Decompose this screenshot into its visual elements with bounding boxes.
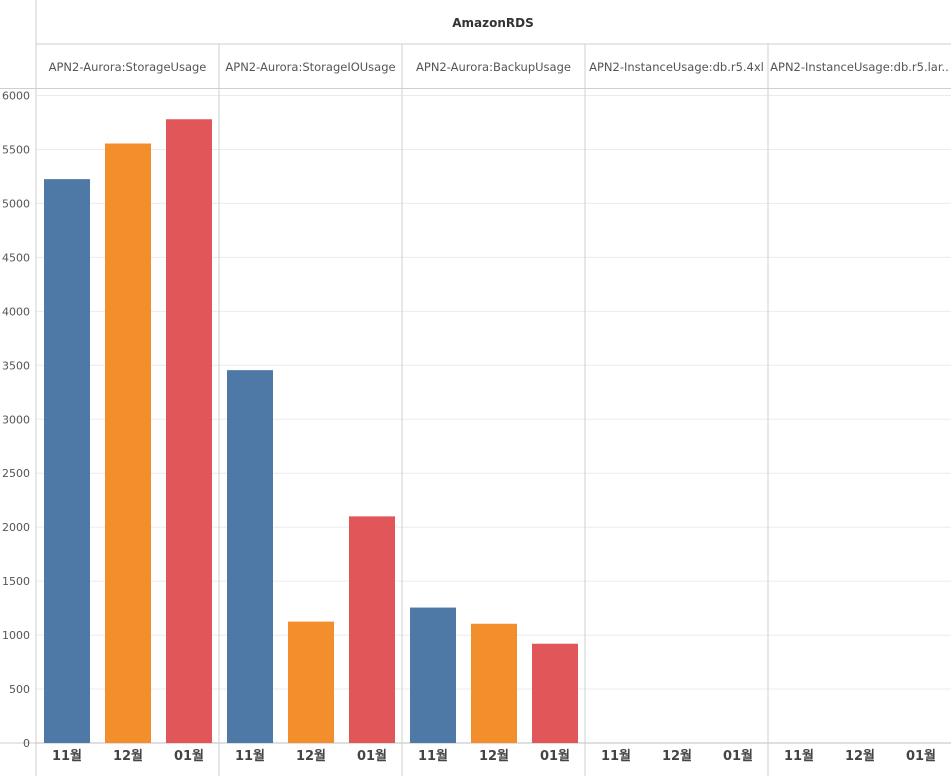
- bar: [532, 643, 578, 743]
- x-tick-label: 11월: [52, 748, 82, 764]
- panel-header: APN2-Aurora:StorageIOUsage: [225, 60, 395, 74]
- x-tick-label: 11월: [235, 748, 265, 764]
- panel-header: APN2-InstanceUsage:db.r5.4xl: [589, 60, 764, 74]
- x-tick-label: 11월: [784, 748, 814, 764]
- bar: [288, 621, 334, 743]
- bar: [166, 119, 212, 743]
- y-tick-label: 3000: [2, 413, 30, 426]
- x-tick-label: 12월: [479, 748, 509, 764]
- x-tick-label: 11월: [601, 748, 631, 764]
- y-tick-label: 2500: [2, 467, 30, 480]
- x-tick-label: 12월: [662, 748, 692, 764]
- x-tick-label: 01월: [540, 748, 570, 764]
- y-tick-label: 500: [9, 683, 30, 696]
- panel-header: APN2-Aurora:BackupUsage: [416, 60, 571, 74]
- y-axis: 0 500 1000 1500 2000 2500 3000 3500 4000 4500 5000…: [2, 90, 30, 751]
- y-tick-label: 0: [23, 737, 30, 750]
- panel-header: APN2-InstanceUsage:db.r5.lar..: [770, 60, 949, 74]
- bar: [349, 516, 395, 743]
- chart-title: AmazonRDS: [452, 16, 534, 30]
- x-axis: 11월 12월 01월 11월 12월 01월 11월 12월 01월 11월 12월 01월 11월 1…: [52, 748, 936, 764]
- bar: [227, 370, 273, 743]
- bar: [410, 607, 456, 743]
- bar: [471, 623, 517, 743]
- panel-header: APN2-Aurora:StorageUsage: [49, 60, 207, 74]
- y-tick-label: 1500: [2, 575, 30, 588]
- y-tick-label: 4500: [2, 251, 30, 264]
- y-tick-label: 4000: [2, 305, 30, 318]
- panel-headers: APN2-Aurora:StorageUsage APN2-Aurora:Stor…: [49, 60, 949, 74]
- x-tick-label: 01월: [906, 748, 936, 764]
- y-tick-label: 2000: [2, 521, 30, 534]
- x-tick-label: 12월: [845, 748, 875, 764]
- x-tick-label: 01월: [174, 748, 204, 764]
- x-tick-label: 11월: [418, 748, 448, 764]
- bar: [105, 143, 151, 743]
- x-tick-label: 12월: [296, 748, 326, 764]
- y-tick-label: 5500: [2, 143, 30, 156]
- x-tick-label: 12월: [113, 748, 143, 764]
- y-tick-label: 3500: [2, 359, 30, 372]
- x-tick-label: 01월: [723, 748, 753, 764]
- y-tick-label: 6000: [2, 90, 30, 103]
- y-tick-label: 1000: [2, 629, 30, 642]
- y-tick-label: 5000: [2, 197, 30, 210]
- x-tick-label: 01월: [357, 748, 387, 764]
- bars: [44, 119, 578, 743]
- bar: [44, 179, 90, 743]
